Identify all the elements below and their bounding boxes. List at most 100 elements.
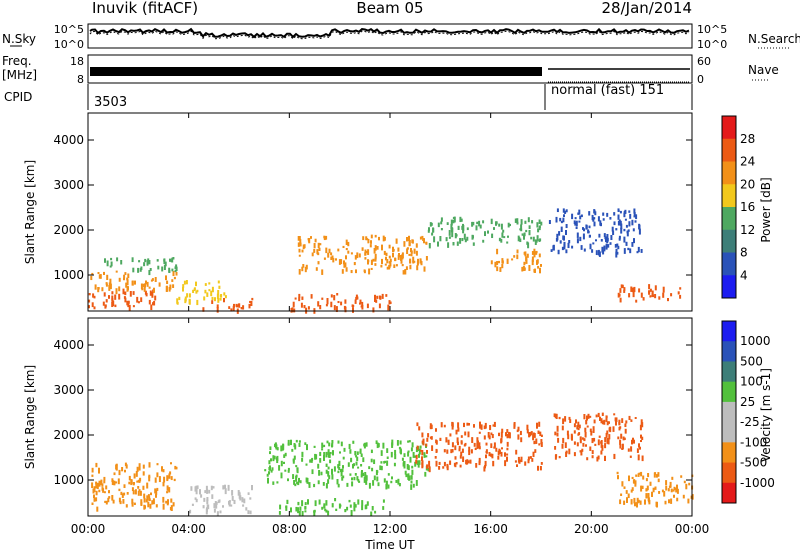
range-gate-cell [311,457,314,461]
range-gate-cell [325,469,328,474]
range-gate-cell [548,220,551,225]
range-gate-cell [531,256,534,262]
range-gate-cell [331,440,334,444]
range-gate-cell [304,266,307,273]
range-gate-cell [131,280,134,286]
range-gate-cell [632,479,635,484]
range-gate-cell [364,473,367,479]
range-gate-cell [430,436,433,440]
range-gate-cell [389,301,392,305]
range-gate-cell [507,222,510,228]
range-gate-cell [468,423,470,426]
range-gate-cell [148,299,151,305]
range-gate-cell [240,307,243,310]
range-gate-cell [93,497,96,502]
range-gate-cell [365,479,368,485]
range-gate-cell [639,446,641,450]
x-tick-0000: 00:00 [71,522,106,536]
range-gate-cell [140,499,143,505]
range-gate-cell [91,302,94,308]
range-gate-cell [409,260,412,264]
range-gate-cell [411,465,414,469]
range-gate-cell [134,280,136,285]
power-cb-tick-28: 28 [740,132,755,146]
range-gate-cell [565,209,568,213]
range-gate-cell [323,452,326,458]
range-gate-cell [307,306,310,310]
range-gate-cell [492,424,495,427]
range-gate-cell [412,256,415,263]
range-gate-cell [91,272,94,276]
range-gate-cell [144,258,147,263]
range-gate-cell [345,239,348,246]
range-gate-cell [588,211,591,216]
range-gate-cell [304,510,307,513]
range-gate-cell [580,245,583,250]
range-gate-cell [210,290,213,297]
colorbar-swatch [722,381,736,403]
nave-label: Nave [748,63,779,77]
range-gate-cell [384,263,387,266]
range-gate-cell [538,219,541,224]
freq-panel: Freq. [MHz] 18 8 60 0 Nave [2,54,779,86]
range-gate-cell [600,441,603,444]
range-gate-cell [597,412,600,418]
freq-label-top: Freq. [2,54,32,68]
power-colorbar-ticks: 4 8 12 16 20 24 28 [740,132,755,283]
range-gate-cell [665,485,668,491]
range-gate-cell [410,253,413,257]
range-gate-cell [110,257,113,261]
range-gate-cell [595,250,598,256]
range-gate-cell [563,235,565,241]
range-gate-cell [671,476,674,480]
range-gate-cell [408,240,411,246]
station-title: Inuvik (fitACF) [92,0,198,17]
range-gate-cell [625,490,628,494]
range-gate-cell [118,497,121,503]
range-gate-cell [523,235,525,240]
range-gate-cell [350,457,353,461]
range-gate-cell [374,294,376,298]
range-gate-cell [139,490,142,496]
range-gate-cell [248,303,251,309]
range-gate-cell [138,479,141,483]
range-gate-cell [415,250,418,256]
range-gate-cell [536,222,539,228]
range-gate-cell [585,225,588,229]
range-gate-cell [459,455,462,459]
range-gate-cell [592,426,595,431]
range-gate-cell [415,459,418,464]
range-gate-cell [295,439,298,443]
range-gate-cell [213,508,216,513]
range-gate-cell [104,258,106,263]
range-gate-cell [364,504,367,510]
range-gate-cell [299,506,302,511]
range-gate-cell [203,296,206,301]
range-gate-cell [171,257,174,263]
range-gate-cell [484,422,487,429]
range-gate-cell [402,461,405,466]
range-gate-cell [118,286,121,292]
range-gate-cell [404,470,407,475]
range-gate-cell [332,257,335,263]
range-gate-cell [657,478,660,483]
range-gate-cell [185,280,188,285]
range-gate-cell [93,306,96,310]
range-gate-cell [353,506,356,512]
range-gate-cell [634,502,636,507]
range-gate-cell [450,223,453,230]
range-gate-cell [395,238,398,244]
range-gate-cell [105,500,108,505]
range-gate-cell [483,425,486,430]
range-gate-cell [638,228,641,235]
range-gate-cell [623,500,626,505]
range-gate-cell [513,255,516,258]
colorbar-swatch [722,341,736,362]
range-gate-cell [670,498,673,504]
range-gate-cell [284,469,287,472]
range-gate-cell [419,258,422,264]
range-gate-cell [443,449,446,453]
range-gate-cell [88,293,91,296]
range-gate-cell [361,304,364,310]
range-gate-cell [124,272,127,276]
